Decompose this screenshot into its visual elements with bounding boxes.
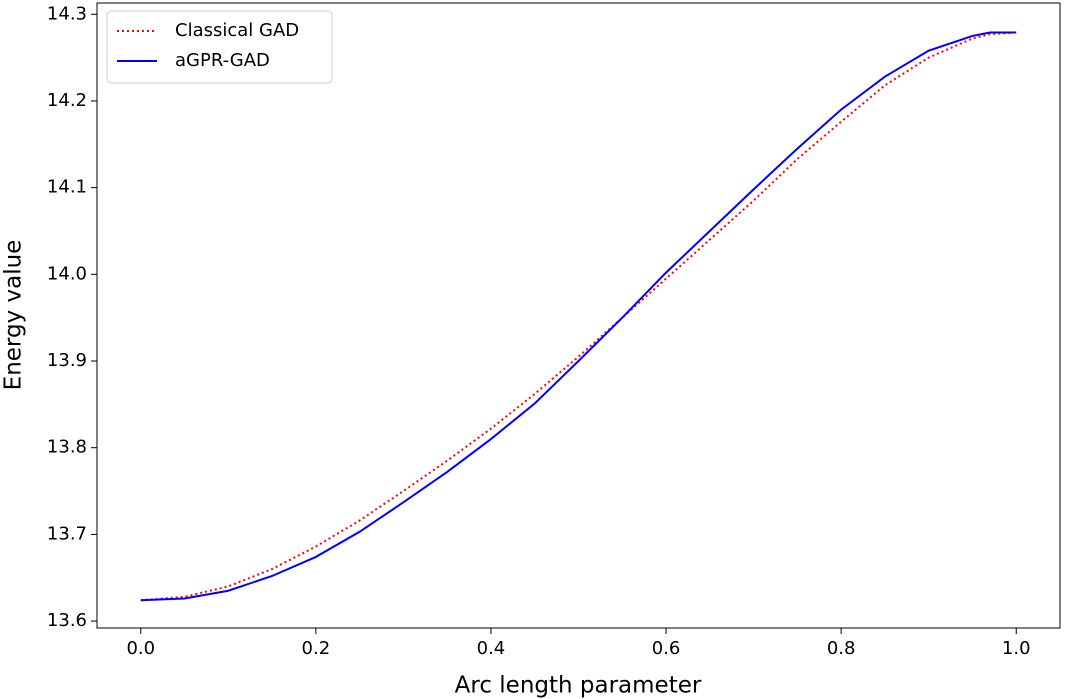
x-tick-label: 0.6 <box>652 638 681 659</box>
y-tick-label: 14.3 <box>47 3 87 24</box>
x-tick-label: 0.0 <box>126 638 155 659</box>
x-axis-label: Arc length parameter <box>455 673 702 699</box>
data-line <box>140 31 1017 602</box>
legend-label: Classical GAD <box>175 20 299 41</box>
legend-box <box>106 10 333 84</box>
y-tick-label: 14.1 <box>47 177 87 198</box>
y-tick-label: 14.0 <box>47 263 87 284</box>
y-tick-label: 13.7 <box>47 523 87 544</box>
x-tick-label: 0.4 <box>477 638 506 659</box>
y-tick-label: 14.2 <box>47 90 87 111</box>
plot-frame <box>96 2 1061 629</box>
data-line <box>140 31 1017 602</box>
legend-label: aGPR-GAD <box>175 50 270 71</box>
y-tick-label: 13.8 <box>47 437 87 458</box>
x-tick-label: 1.0 <box>1002 638 1031 659</box>
y-axis-label: Energy value <box>1 240 27 391</box>
y-tick-label: 13.6 <box>47 610 87 631</box>
y-tick-label: 13.9 <box>47 350 87 371</box>
x-tick-label: 0.2 <box>302 638 331 659</box>
x-tick-label: 0.8 <box>827 638 856 659</box>
